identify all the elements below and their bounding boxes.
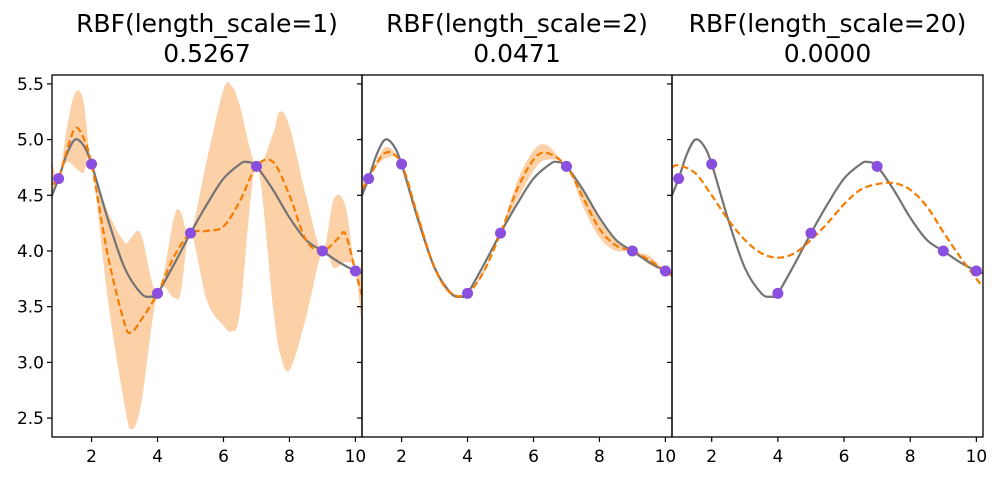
x-tick-label: 6 (839, 447, 850, 467)
observation-point (86, 158, 98, 170)
observation-point (316, 245, 328, 257)
panel-title: RBF(length_scale=2) (386, 9, 648, 38)
observation-point (659, 265, 671, 277)
observation-point (185, 227, 197, 239)
x-tick-label: 10 (966, 447, 988, 467)
observation-point (250, 160, 262, 172)
panel-score: 0.0000 (784, 39, 871, 68)
observation-point (53, 173, 65, 185)
observation-point (805, 227, 817, 239)
confidence-band (52, 82, 362, 430)
observation-point (626, 245, 638, 257)
y-tick-label: 4.0 (17, 242, 44, 262)
observation-point (970, 265, 982, 277)
observation-point (871, 160, 883, 172)
y-tick-label: 2.5 (17, 409, 44, 429)
axes-frame (671, 74, 984, 438)
chart-panel-2: 2 4 6 8 10 RBF(length_scale=2)0.0471 (357, 9, 676, 467)
y-tick-label: 5.5 (17, 75, 44, 95)
y-tick-label: 3.5 (17, 298, 44, 318)
panel-score: 0.0471 (473, 39, 560, 68)
observation-point (349, 265, 361, 277)
observation-point (396, 158, 408, 170)
x-tick-label: 4 (772, 447, 783, 467)
observation-point (462, 287, 474, 299)
chart-panel-1: 2 4 6 8 10 2.5 3.0 3.5 4.0 4.5 5.0 5.5 RBF(length_sc… (17, 9, 366, 467)
observation-point (706, 158, 718, 170)
x-tick-label: 6 (528, 447, 539, 467)
x-tick-label: 2 (86, 447, 97, 467)
observation-point (772, 287, 784, 299)
observation-point (363, 173, 375, 185)
y-tick-label: 3.0 (17, 353, 44, 373)
panel-score: 0.5267 (163, 39, 250, 68)
x-tick-label: 2 (706, 447, 717, 467)
x-tick-label: 8 (284, 447, 295, 467)
x-tick-label: 10 (655, 447, 677, 467)
panel-title: RBF(length_scale=1) (76, 9, 338, 38)
panel-title: RBF(length_scale=20) (689, 9, 967, 38)
y-tick-label: 4.5 (17, 186, 44, 206)
x-tick-label: 6 (218, 447, 229, 467)
x-tick-label: 10 (345, 447, 367, 467)
observation-point (560, 160, 572, 172)
y-tick-label: 5.0 (17, 131, 44, 151)
observation-point (495, 227, 507, 239)
chart-panel-3: 2 4 6 8 10 RBF(length_scale=20)0.0000 (667, 9, 987, 467)
observation-point (937, 245, 949, 257)
x-tick-label: 2 (396, 447, 407, 467)
x-tick-label: 8 (905, 447, 916, 467)
x-tick-label: 4 (152, 447, 163, 467)
x-tick-label: 8 (594, 447, 605, 467)
observation-point (673, 173, 685, 185)
x-tick-label: 4 (462, 447, 473, 467)
observation-point (152, 287, 164, 299)
